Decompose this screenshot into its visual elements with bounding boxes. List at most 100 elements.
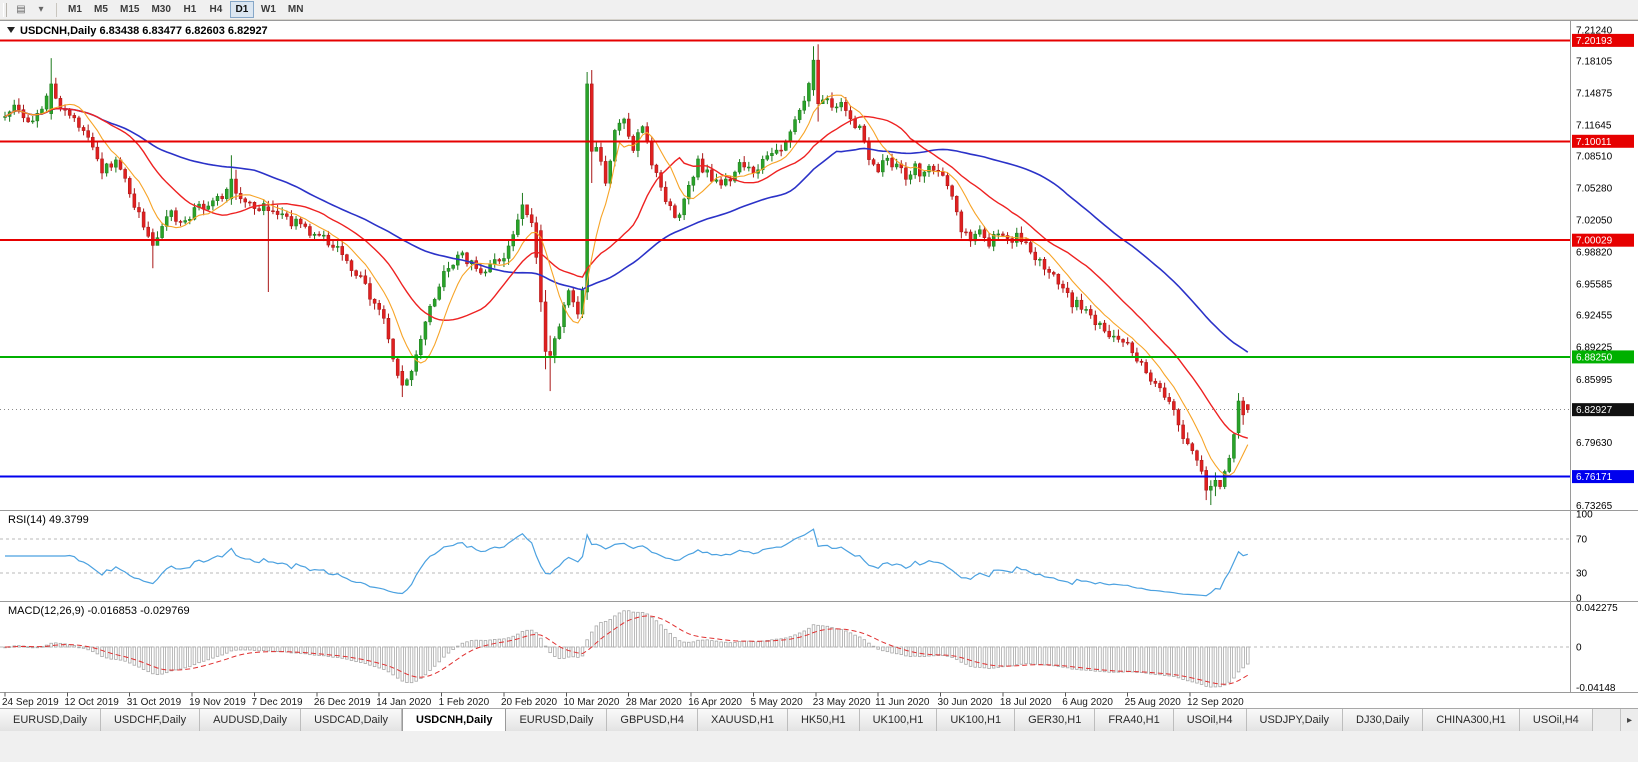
time-axis-label: 18 Jul 2020 bbox=[1000, 697, 1052, 708]
candle-body bbox=[742, 162, 746, 168]
macd-histogram-bar bbox=[502, 638, 506, 648]
chart-tab-7-xauusd-h1[interactable]: XAUUSD,H1 bbox=[697, 709, 788, 731]
macd-histogram-bar bbox=[155, 646, 160, 675]
macd-histogram-bar bbox=[941, 646, 945, 657]
symbol-menu-icon[interactable] bbox=[7, 27, 15, 33]
chart-tab-1-usdchf-daily[interactable]: USDCHF,Daily bbox=[100, 709, 201, 731]
candle-body bbox=[395, 358, 400, 376]
chart-tab-17-usoil-h4[interactable]: USOil,H4 bbox=[1519, 709, 1593, 731]
candle-body bbox=[663, 186, 668, 202]
candle-body bbox=[673, 205, 677, 218]
candle-body bbox=[516, 219, 520, 235]
candle-body bbox=[599, 147, 603, 162]
chart-tab-5-eurusd-daily[interactable]: EURUSD,Daily bbox=[506, 709, 608, 731]
macd-histogram-bar bbox=[132, 646, 137, 666]
timeframe-button-m15[interactable]: M15 bbox=[120, 4, 140, 15]
macd-histogram-bar bbox=[1199, 646, 1204, 685]
chart-tab-0-eurusd-daily[interactable]: EURUSD,Daily bbox=[0, 709, 101, 731]
macd-histogram-bar bbox=[1232, 646, 1236, 679]
timeframe-button-w1[interactable]: W1 bbox=[260, 4, 276, 15]
candle-body bbox=[964, 231, 968, 234]
macd-histogram-bar bbox=[645, 613, 649, 648]
candle-body bbox=[81, 127, 86, 131]
candle-body bbox=[908, 174, 913, 180]
chart-tab-3-usdcad-daily[interactable]: USDCAD,Daily bbox=[301, 709, 403, 731]
macd-histogram-bar bbox=[525, 629, 529, 648]
macd-histogram-bar bbox=[728, 642, 733, 648]
candle-body bbox=[617, 122, 622, 131]
macd-histogram-bar bbox=[562, 646, 566, 659]
chart-tab-2-audusd-daily[interactable]: AUDUSD,Daily bbox=[200, 709, 302, 731]
macd-histogram-bar bbox=[1186, 646, 1190, 682]
chart-icon[interactable]: ▤ bbox=[16, 4, 26, 15]
chart-tab-10-uk100-h1[interactable]: UK100,H1 bbox=[937, 709, 1016, 731]
time-axis-label: 31 Oct 2019 bbox=[127, 697, 182, 708]
macd-histogram-bar bbox=[978, 646, 982, 668]
macd-histogram-bar bbox=[340, 646, 344, 659]
candle-body bbox=[354, 270, 358, 276]
macd-histogram-bar bbox=[844, 630, 848, 648]
macd-histogram-bar bbox=[1181, 646, 1185, 680]
chart-tab-8-hk50-h1[interactable]: HK50,H1 bbox=[787, 709, 860, 731]
macd-histogram-bar bbox=[211, 646, 215, 659]
macd-histogram-bar bbox=[931, 646, 936, 657]
candle-body bbox=[631, 136, 636, 151]
tab-scroll-right-icon[interactable]: ▸ bbox=[1620, 709, 1638, 731]
macd-histogram-bar bbox=[890, 646, 894, 654]
macd-histogram-bar bbox=[543, 645, 548, 648]
candle-body bbox=[520, 204, 525, 219]
level-7.10011-tag bbox=[1572, 134, 1634, 148]
timeframe-button-m5[interactable]: M5 bbox=[94, 4, 108, 15]
level-7.20193-tag bbox=[1572, 33, 1634, 47]
macd-histogram-bar bbox=[899, 646, 903, 655]
candle-body bbox=[659, 172, 663, 188]
macd-histogram-bar bbox=[922, 646, 927, 657]
timeframe-button-m30[interactable]: M30 bbox=[151, 4, 171, 15]
price-axis-label: 6.98820 bbox=[1576, 248, 1613, 259]
chart-tab-15-dj30-daily[interactable]: DJ30,Daily bbox=[1343, 709, 1424, 731]
candle-body bbox=[308, 226, 312, 236]
macd-histogram-bar bbox=[1033, 646, 1037, 665]
chart-canvas[interactable]: 7.21240 7.18105 7.14875 7.11645 7.08510 7.052… bbox=[0, 21, 1638, 709]
candle-body bbox=[978, 229, 982, 235]
timeframe-button-m1[interactable]: M1 bbox=[68, 4, 82, 15]
chart-tab-12-fra40-h1[interactable]: FRA40,H1 bbox=[1095, 709, 1174, 731]
macd-histogram-bar bbox=[1149, 646, 1153, 675]
chart-tab-11-ger30-h1[interactable]: GER30,H1 bbox=[1015, 709, 1096, 731]
macd-histogram-bar bbox=[529, 629, 534, 648]
chart-tab-14-usdjpy-daily[interactable]: USDJPY,Daily bbox=[1246, 709, 1344, 731]
candle-body bbox=[857, 125, 862, 128]
chart-tab-16-china300-h1[interactable]: CHINA300,H1 bbox=[1423, 709, 1520, 731]
candle-body bbox=[719, 179, 723, 186]
macd-histogram-bar bbox=[663, 628, 668, 648]
chart-tab-9-uk100-h1[interactable]: UK100,H1 bbox=[859, 709, 938, 731]
macd-histogram-bar bbox=[469, 640, 474, 648]
toolbar-grip[interactable] bbox=[3, 2, 7, 17]
chart-area[interactable]: 7.21240 7.18105 7.14875 7.11645 7.08510 7.052… bbox=[0, 20, 1638, 709]
macd-histogram-bar bbox=[405, 646, 409, 683]
macd-histogram-bar bbox=[1236, 646, 1241, 673]
candle-body bbox=[1185, 438, 1190, 444]
candle-body bbox=[206, 205, 211, 210]
macd-histogram-bar bbox=[603, 621, 608, 648]
timeframe-button-mn[interactable]: MN bbox=[287, 4, 304, 15]
timeframe-button-d1[interactable]: D1 bbox=[229, 1, 254, 18]
timeframe-button-h4[interactable]: H4 bbox=[209, 4, 223, 15]
candle-body bbox=[622, 118, 626, 124]
timeframe-button-h1[interactable]: H1 bbox=[183, 4, 197, 15]
macd-histogram-bar bbox=[520, 631, 525, 648]
candle-body bbox=[543, 301, 548, 352]
macd-histogram-bar bbox=[950, 646, 954, 658]
candle-body bbox=[871, 159, 876, 165]
time-axis-label: 1 Feb 2020 bbox=[439, 697, 490, 708]
level-6.88250-tag-label: 6.88250 bbox=[1576, 352, 1613, 363]
macd-histogram-bar bbox=[996, 646, 1000, 668]
macd-histogram-bar bbox=[317, 646, 321, 656]
chart-tab-6-gbpusd-h4[interactable]: GBPUSD,H4 bbox=[607, 709, 698, 731]
macd-histogram-bar bbox=[918, 646, 922, 658]
macd-histogram-bar bbox=[982, 646, 987, 669]
chart-tab-13-usoil-h4[interactable]: USOil,H4 bbox=[1173, 709, 1247, 731]
dropdown-arrow-icon[interactable]: ▾ bbox=[38, 4, 44, 15]
macd-histogram-bar bbox=[714, 640, 719, 648]
chart-tab-4-usdcnh-daily[interactable]: USDCNH,Daily bbox=[402, 709, 507, 731]
